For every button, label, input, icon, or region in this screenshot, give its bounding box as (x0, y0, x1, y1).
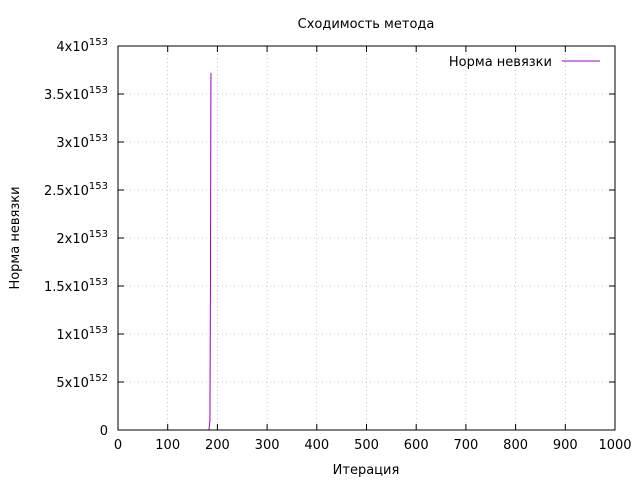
y-axis-label: Норма невязки (8, 186, 23, 289)
y-tick-exponent: 152 (89, 373, 108, 384)
y-tick-mantissa: 2.5x10 (44, 184, 89, 199)
y-tick-label: 1.5x10153 (44, 277, 108, 295)
y-tick-label: 2x10153 (56, 229, 108, 247)
y-tick-exponent: 153 (89, 133, 108, 144)
y-tick-exponent: 153 (89, 325, 108, 336)
x-tick-label: 400 (304, 438, 329, 453)
y-tick-mantissa: 3x10 (56, 136, 89, 151)
grid-lines (118, 46, 615, 430)
y-tick-mantissa: 4x10 (56, 40, 89, 55)
y-axis-ticks: 05x101521x101531.5x101532x101532.5x10153… (44, 37, 615, 439)
x-tick-label: 800 (503, 438, 528, 453)
y-tick-label: 3.5x10153 (44, 85, 108, 103)
x-axis-ticks: 0 100 200 300 400 500 600 700 800 900 1000 (114, 46, 632, 453)
y-tick-mantissa: 1x10 (56, 328, 89, 343)
x-tick-label: 1000 (598, 438, 631, 453)
series-line-0 (118, 72, 212, 431)
y-tick-label: 4x10153 (56, 37, 108, 55)
y-tick-exponent: 153 (89, 181, 108, 192)
x-tick-label: 700 (453, 438, 478, 453)
series-layer (118, 72, 212, 431)
y-tick-exponent: 153 (89, 277, 108, 288)
y-tick-mantissa: 3.5x10 (44, 88, 89, 103)
y-tick-label: 0 (100, 424, 108, 439)
y-tick-label: 1x10153 (56, 325, 108, 343)
x-tick-label: 600 (404, 438, 429, 453)
x-tick-label: 900 (553, 438, 578, 453)
x-tick-label: 100 (155, 438, 180, 453)
x-tick-label: 0 (114, 438, 122, 453)
chart-title: Сходимость метода (298, 17, 435, 32)
x-tick-label: 200 (205, 438, 230, 453)
y-tick-exponent: 153 (89, 229, 108, 240)
x-tick-label: 300 (255, 438, 280, 453)
x-tick-label: 500 (354, 438, 379, 453)
y-tick-mantissa: 5x10 (56, 376, 89, 391)
y-tick-label: 3x10153 (56, 133, 108, 151)
legend-label: Норма невязки (449, 55, 552, 70)
x-axis-label: Итерация (333, 463, 400, 478)
y-tick-exponent: 153 (89, 85, 108, 96)
y-tick-label: 2.5x10153 (44, 181, 108, 199)
y-tick-mantissa: 0 (100, 424, 108, 439)
y-tick-mantissa: 1.5x10 (44, 280, 89, 295)
legend: Норма невязки (449, 55, 600, 70)
y-tick-exponent: 153 (89, 37, 108, 48)
y-tick-label: 5x10152 (56, 373, 108, 391)
y-tick-mantissa: 2x10 (56, 232, 89, 247)
